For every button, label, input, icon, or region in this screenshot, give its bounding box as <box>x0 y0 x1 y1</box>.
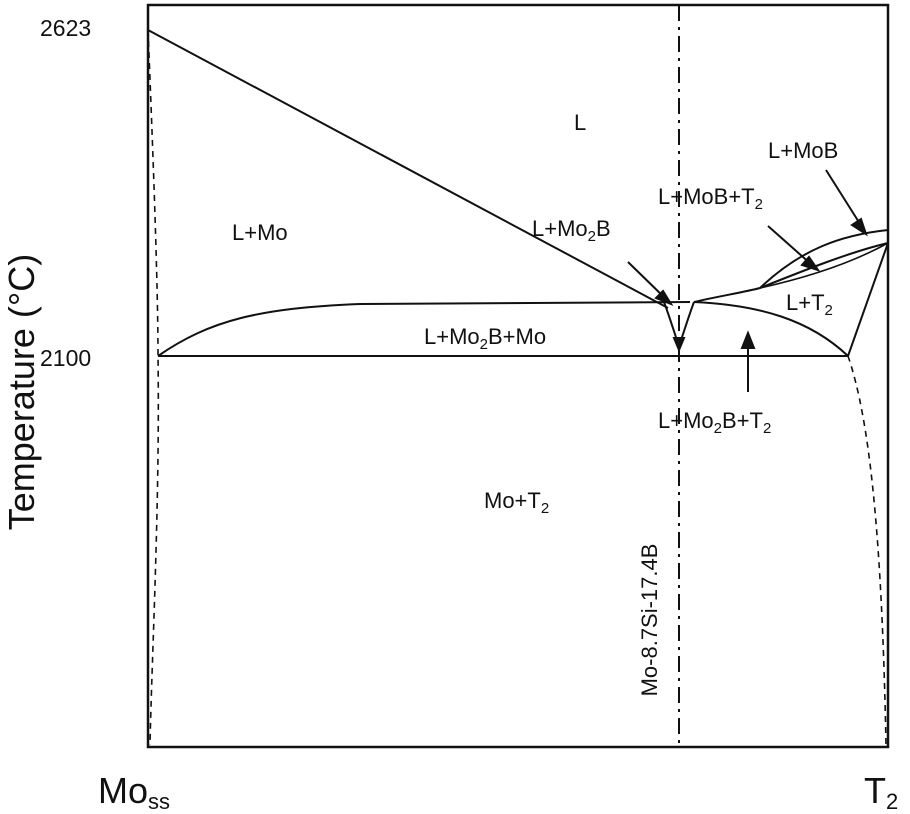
arrow-l-mob-t2 <box>767 225 821 272</box>
region-l-mo: L+Mo <box>232 220 288 245</box>
region-mo-t2: Mo+T2 <box>484 488 549 517</box>
l-mo2b-mo-upper-boundary <box>157 301 691 357</box>
alloy-line-label: Mo-8.7Si-17.4B <box>637 544 662 697</box>
arrow-l-mo2b <box>627 261 674 307</box>
x-left-label: Moss <box>98 770 170 814</box>
mob-liquidus-line <box>759 242 889 289</box>
region-l-mob: L+MoB <box>768 138 838 163</box>
x-right-label: T2 <box>864 770 898 814</box>
mo-solvus-dashed <box>147 29 160 746</box>
y-tick-2623: 2623 <box>40 15 91 41</box>
y-axis-title: Temperature (°C) <box>1 254 42 530</box>
region-l-t2: L+T2 <box>786 290 833 319</box>
arrow-alloy-pocket <box>672 337 686 353</box>
region-l-mo2b: L+Mo2B <box>532 216 611 245</box>
l-mo2b-t2-boundary <box>693 301 849 357</box>
arrow-l-mo2b-t2 <box>740 330 756 392</box>
region-l-mo2b-t2: L+Mo2B+T2 <box>658 408 771 437</box>
arrow-l-mob <box>825 169 868 237</box>
t2-liquidus-line <box>693 229 889 303</box>
region-l-mo2b-mo: L+Mo2B+Mo <box>424 324 546 353</box>
region-l-mob-t2: L+MoB+T2 <box>658 184 763 213</box>
mo-liquidus-line <box>147 29 669 309</box>
mob-t2-boundary <box>759 242 889 289</box>
region-liquid: L <box>574 110 586 135</box>
y-tick-2100: 2100 <box>40 345 91 371</box>
plot-frame <box>146 3 890 749</box>
t2-solvus-dashed <box>847 355 887 746</box>
l-t2-boundary <box>847 242 889 357</box>
